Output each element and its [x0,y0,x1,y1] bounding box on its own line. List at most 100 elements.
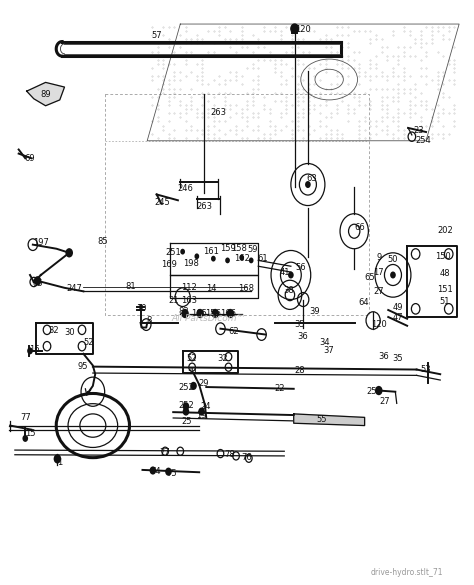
Text: 165: 165 [191,309,207,318]
Text: 89: 89 [40,90,51,98]
Text: drive-hydro.stlt_71: drive-hydro.stlt_71 [371,568,443,577]
Text: 57: 57 [151,31,162,40]
Circle shape [288,271,294,278]
Text: 112: 112 [181,283,197,292]
Circle shape [211,309,219,318]
Text: 198: 198 [183,259,199,268]
Text: 34: 34 [319,338,330,346]
Text: 158: 158 [231,243,247,253]
Text: 150: 150 [435,252,450,261]
Text: 27: 27 [379,397,390,405]
Text: 15: 15 [25,429,35,438]
Text: 49: 49 [392,303,403,312]
Text: 55: 55 [317,415,328,424]
Text: 161: 161 [203,247,219,256]
Text: 74: 74 [150,467,161,476]
Text: 252: 252 [366,387,382,396]
Text: 21: 21 [168,295,178,305]
Text: 38: 38 [283,285,294,295]
Circle shape [182,408,189,415]
Text: 202: 202 [437,226,453,235]
Polygon shape [27,82,64,106]
Text: 63: 63 [306,174,317,183]
Text: 263: 263 [196,202,212,211]
Text: 120: 120 [371,320,387,329]
Text: 85: 85 [97,237,108,246]
Circle shape [65,248,73,257]
Text: 8: 8 [146,316,151,325]
Text: 37: 37 [324,346,335,355]
Circle shape [194,253,199,259]
Text: 1: 1 [57,459,63,467]
Text: 247: 247 [66,284,82,293]
Text: 53: 53 [421,365,431,374]
Text: 76: 76 [241,453,252,462]
Text: 29: 29 [199,379,209,388]
Circle shape [390,271,396,278]
Text: 162: 162 [234,254,250,263]
Text: 50: 50 [388,254,398,264]
Text: 151: 151 [437,285,453,294]
Circle shape [165,467,172,476]
Text: 25: 25 [181,417,191,426]
Circle shape [211,256,216,261]
Text: 19: 19 [196,411,207,419]
Text: 166: 166 [220,309,237,318]
Circle shape [34,276,41,285]
Text: 51: 51 [440,297,450,306]
Text: 36: 36 [297,332,308,341]
Text: 35: 35 [294,319,305,329]
Text: 9: 9 [376,253,382,262]
Text: 24: 24 [201,402,211,411]
Circle shape [150,466,156,474]
Text: 30: 30 [64,328,74,337]
Text: 85: 85 [32,278,43,288]
Text: 252: 252 [178,401,194,410]
Circle shape [305,181,311,188]
Text: 77: 77 [20,414,31,422]
Text: 27: 27 [374,287,384,296]
Text: 16: 16 [29,345,40,354]
Text: 59: 59 [248,245,258,254]
Text: 17: 17 [374,267,384,277]
Text: 36: 36 [378,352,389,361]
Text: 82: 82 [179,307,190,316]
Text: 35: 35 [392,354,403,363]
Circle shape [239,254,244,260]
Text: 14: 14 [206,284,216,294]
Text: 75: 75 [166,469,177,478]
Text: 62: 62 [228,326,239,336]
Text: 169: 169 [161,260,177,269]
Circle shape [249,257,254,263]
Text: 252: 252 [178,383,194,392]
Text: 47: 47 [392,312,403,322]
Text: 28: 28 [294,366,305,374]
Text: 120: 120 [295,25,311,35]
Circle shape [291,24,299,33]
Text: 197: 197 [33,238,49,247]
Circle shape [27,347,33,355]
Text: 163: 163 [181,295,197,305]
Text: 95: 95 [77,362,88,371]
Text: 156: 156 [205,309,221,318]
Text: 64: 64 [358,298,369,307]
Text: 61: 61 [258,254,268,263]
Text: 246: 246 [177,184,193,193]
Text: 65: 65 [364,273,374,283]
Text: 78: 78 [224,450,235,459]
Text: 254: 254 [416,136,431,145]
Text: 251: 251 [165,248,181,257]
Text: 66: 66 [355,223,365,232]
Circle shape [196,309,204,318]
Text: 22: 22 [274,384,285,393]
Circle shape [198,408,205,415]
Circle shape [54,454,61,463]
Text: 159: 159 [219,243,236,253]
Text: 10: 10 [137,304,147,314]
Circle shape [22,435,28,442]
Circle shape [190,382,197,390]
Text: 77: 77 [160,448,171,457]
Text: 41: 41 [280,267,291,277]
Text: 23: 23 [414,126,424,135]
Circle shape [181,309,189,318]
